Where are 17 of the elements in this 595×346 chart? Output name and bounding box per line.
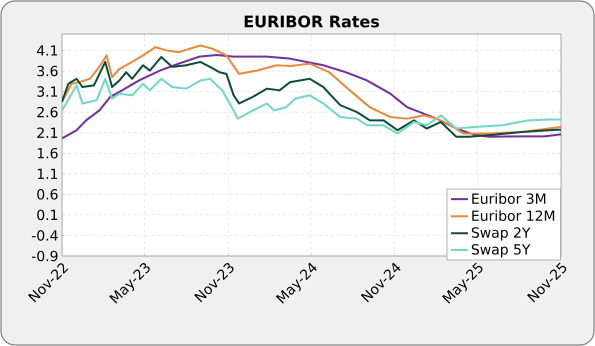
y-tick-label: 0.1 — [37, 210, 58, 220]
legend-label: Euribor 12M — [472, 210, 554, 222]
legend-label: Swap 2Y — [472, 227, 530, 241]
chart-title: EURIBOR Rates — [244, 15, 379, 28]
legend-label: Swap 5Y — [472, 244, 530, 258]
y-tick-label: 4.1 — [36, 45, 58, 56]
y-tick-label: 1.1 — [38, 168, 58, 179]
legend-label: Euribor 3M — [472, 193, 546, 204]
line-series — [62, 78, 562, 134]
y-tick-label: 2.6 — [37, 106, 58, 118]
y-tick-label: 3.6 — [37, 66, 58, 76]
y-tick-label: 2.1 — [37, 127, 58, 138]
y-tick-label: 0.6 — [37, 189, 58, 200]
y-tick-label: 3.1 — [37, 86, 58, 97]
y-tick-label: -0.9 — [32, 250, 58, 262]
y-tick-label: -0.4 — [32, 230, 58, 241]
y-tick-label: 1.6 — [38, 148, 58, 158]
